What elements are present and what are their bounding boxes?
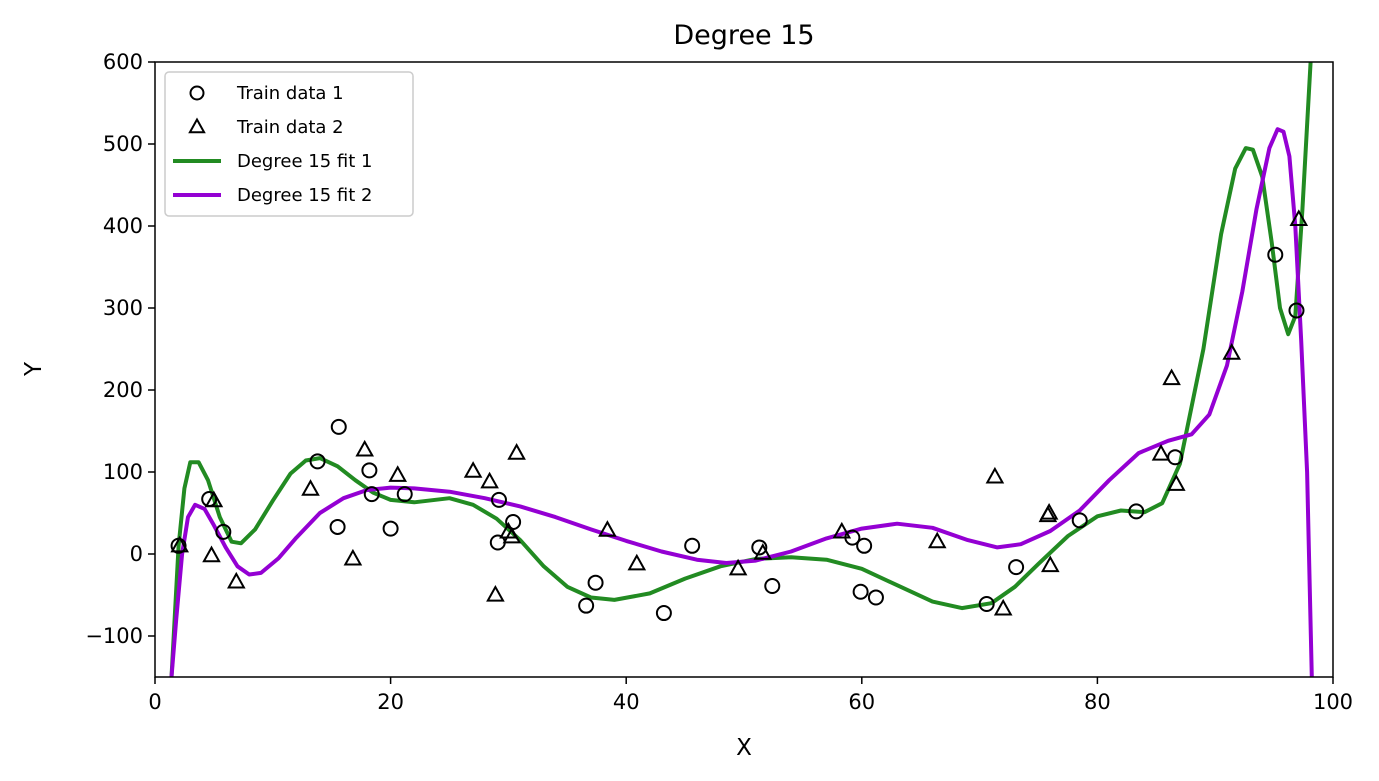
- data-point-triangle: [463, 461, 483, 478]
- x-tick-label: 40: [613, 690, 640, 714]
- data-point-circle: [363, 486, 380, 503]
- data-point-triangle: [1151, 443, 1171, 461]
- y-tick-label: 500: [103, 132, 143, 156]
- y-tick-label: 400: [103, 214, 143, 238]
- data-point-triangle: [388, 465, 408, 482]
- data-point-triangle: [1222, 343, 1242, 360]
- data-point-triangle: [1162, 368, 1181, 386]
- data-point-circle: [330, 418, 347, 435]
- x-axis-label: X: [736, 735, 752, 761]
- data-point-circle: [655, 605, 672, 622]
- data-point-triangle: [202, 545, 221, 563]
- plot-content: [169, 62, 1314, 677]
- data-point-triangle: [204, 490, 224, 508]
- data-point-circle: [382, 520, 399, 537]
- data-point-triangle: [507, 443, 526, 460]
- x-tick-label: 100: [1313, 690, 1353, 714]
- data-point-triangle: [627, 553, 647, 571]
- data-point-circle: [1267, 246, 1284, 263]
- data-point-circle: [856, 537, 873, 554]
- data-point-circle: [490, 491, 507, 508]
- data-point-triangle: [832, 521, 852, 539]
- legend-circle-marker: [189, 85, 205, 101]
- data-point-triangle: [1166, 474, 1186, 491]
- data-point-triangle: [753, 543, 773, 560]
- scatter-series-2: [170, 209, 1309, 616]
- scatter-series-1: [170, 246, 1305, 622]
- legend: Train data 1 Train data 2 Degree 15 fit 1 D…: [164, 71, 414, 217]
- data-point-triangle: [985, 466, 1005, 484]
- chart-title: Degree 15: [673, 20, 814, 51]
- data-point-triangle: [480, 471, 499, 489]
- plot-frame: [154, 61, 1334, 678]
- legend-item: Train data 1: [189, 83, 344, 104]
- data-point-circle: [751, 539, 768, 556]
- data-point-triangle: [170, 535, 190, 553]
- data-point-triangle: [598, 520, 617, 537]
- x-tick-label: 60: [848, 690, 875, 714]
- data-point-circle: [1008, 559, 1025, 576]
- data-point-triangle: [1040, 555, 1060, 573]
- y-tick-label: 100: [103, 460, 143, 484]
- data-point-circle: [1071, 512, 1088, 529]
- data-point-circle: [329, 518, 346, 535]
- data-point-circle: [396, 486, 413, 503]
- data-point-circle: [309, 453, 326, 470]
- data-point-circle: [978, 596, 995, 613]
- legend-label: Degree 15 fit 2: [237, 185, 372, 206]
- data-point-triangle: [355, 439, 375, 457]
- data-point-circle: [361, 462, 378, 479]
- data-point-circle: [1288, 302, 1305, 319]
- y-tick-label: −100: [85, 624, 143, 648]
- data-point-triangle: [301, 479, 320, 496]
- data-point-triangle: [993, 598, 1013, 616]
- data-point-circle: [1128, 503, 1145, 520]
- data-point-triangle: [728, 558, 748, 576]
- legend-item: Train data 2: [188, 117, 344, 138]
- data-point-circle: [852, 583, 869, 600]
- data-point-triangle: [502, 526, 522, 544]
- axes-ticks: 0 20 40 60 80 100 −100 0 100 200 300 400 500 600: [85, 50, 1353, 714]
- y-tick-label: 200: [103, 378, 143, 402]
- legend-label: Degree 15 fit 1: [237, 151, 372, 172]
- x-tick-label: 20: [377, 690, 404, 714]
- legend-label: Train data 1: [236, 83, 344, 104]
- data-point-triangle: [226, 571, 246, 589]
- fit-line-1: [169, 62, 1313, 677]
- data-point-circle: [684, 537, 701, 554]
- fit-line-2: [169, 127, 1314, 677]
- data-point-triangle: [1039, 502, 1059, 520]
- data-point-circle: [764, 577, 781, 594]
- data-point-triangle: [927, 531, 947, 549]
- data-point-triangle: [343, 548, 363, 566]
- legend-triangle-marker: [188, 117, 206, 134]
- y-axis-label: Y: [21, 361, 47, 377]
- data-point-circle: [215, 523, 232, 540]
- x-tick-label: 80: [1084, 690, 1111, 714]
- x-tick-label: 0: [148, 690, 161, 714]
- legend-item: Degree 15 fit 1: [173, 151, 372, 172]
- legend-box: [164, 71, 414, 217]
- y-tick-label: 300: [103, 296, 143, 320]
- data-point-triangle: [486, 584, 505, 602]
- y-tick-label: 600: [103, 50, 143, 74]
- legend-item: Degree 15 fit 2: [173, 185, 372, 206]
- data-point-circle: [578, 597, 595, 614]
- data-point-circle: [867, 589, 884, 606]
- data-point-triangle: [1289, 209, 1309, 226]
- y-tick-label: 0: [130, 542, 143, 566]
- data-point-circle: [587, 574, 604, 591]
- legend-label: Train data 2: [236, 117, 344, 138]
